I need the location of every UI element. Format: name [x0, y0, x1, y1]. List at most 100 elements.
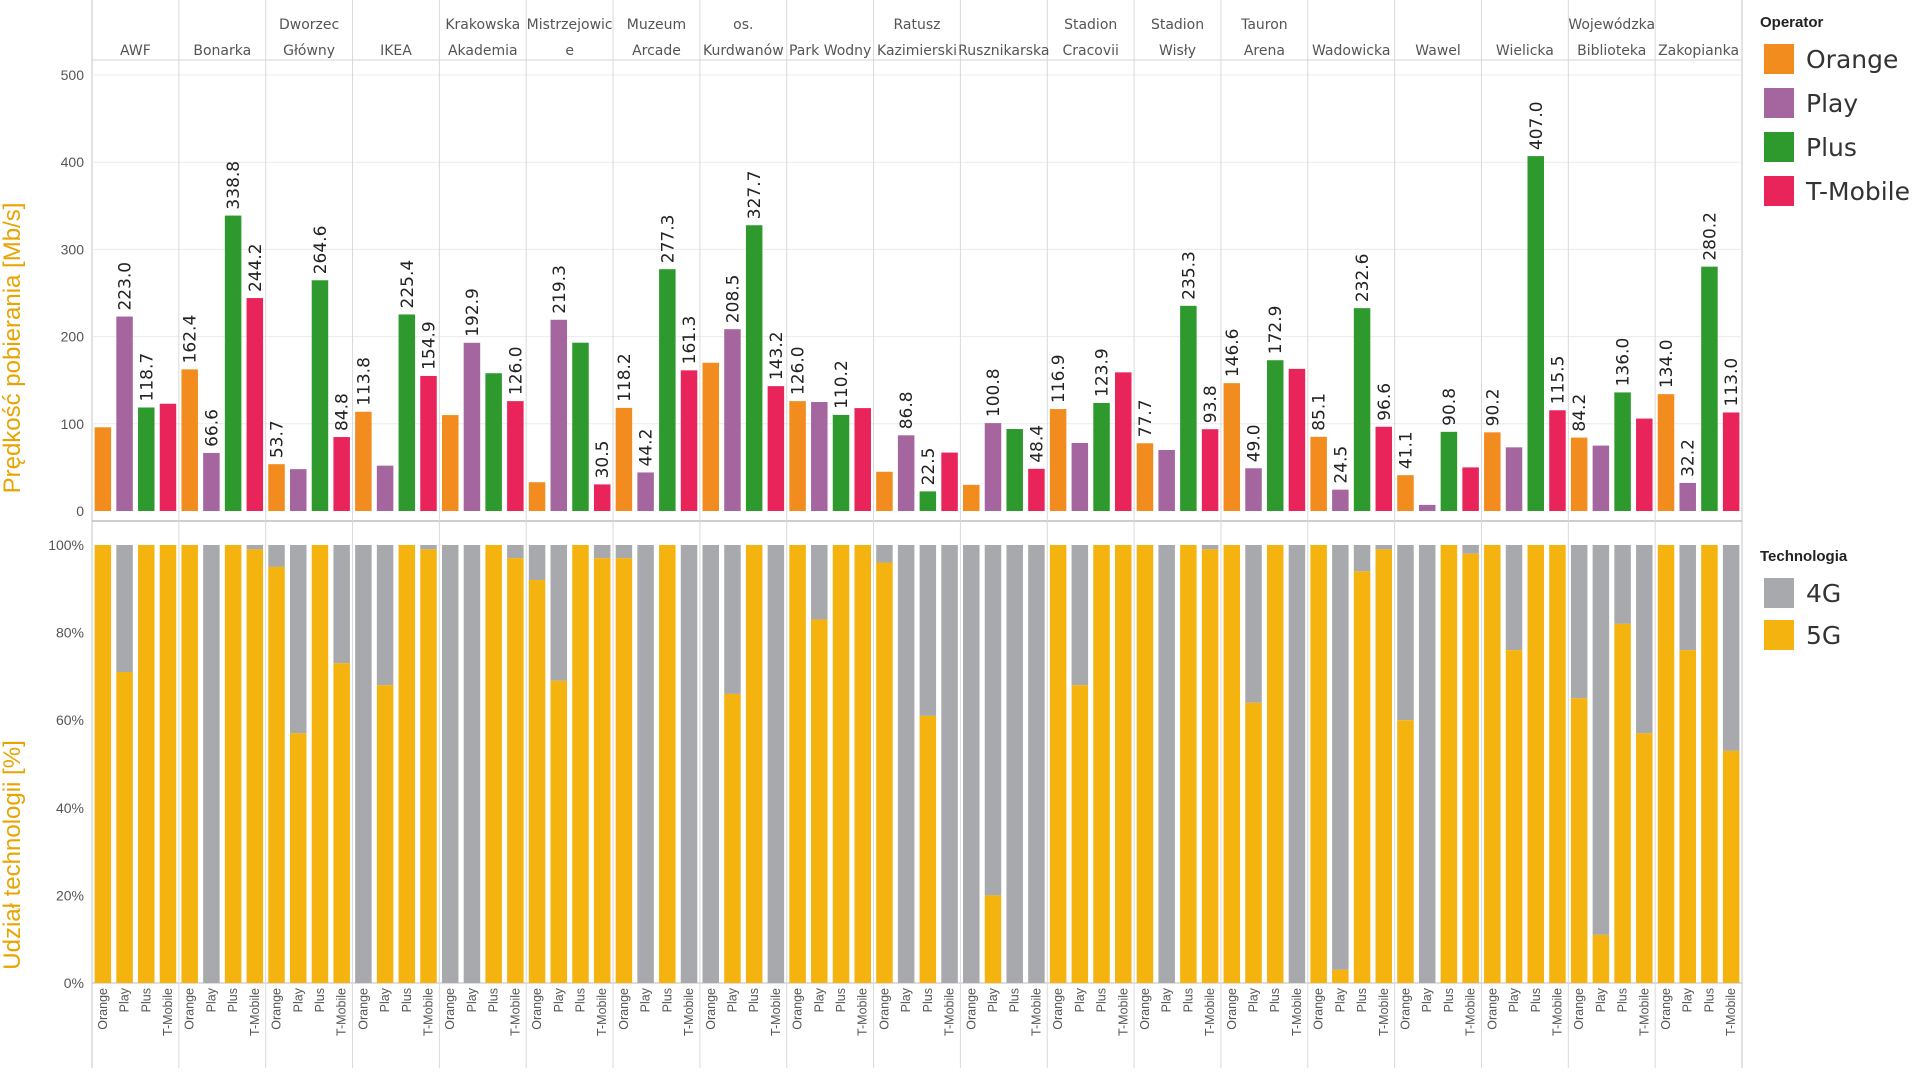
- share-bar-5g-orange-wawel: [1397, 720, 1414, 983]
- location-header-stadion-wisly: Wisły: [1159, 43, 1196, 59]
- speed-bar-plus-tauron-arena: [1266, 360, 1284, 511]
- operator-tick-label: Plus: [487, 988, 501, 1012]
- operator-tick-label: Play: [812, 987, 826, 1012]
- operator-tick-label: Orange: [1312, 988, 1326, 1030]
- speed-bar-t-mobile-os-kurdwanow: [767, 386, 785, 511]
- speed-bar-orange-krakowska-akademia: [441, 415, 459, 511]
- speed-value-label: 118.7: [137, 353, 157, 402]
- speed-bar-plus-park-wodny: [832, 414, 850, 511]
- share-bar-4g-plus-rusznikarska: [1006, 545, 1023, 983]
- operator-tick-label: Plus: [1008, 988, 1022, 1012]
- share-bar-4g-t-mobile-wojewodzka-biblioteka: [1636, 545, 1653, 734]
- speed-bar-plus-wojewodzka-biblioteka: [1614, 392, 1631, 511]
- speed-value-label: 225.4: [398, 260, 418, 309]
- operator-tick-label: Play: [986, 987, 1000, 1012]
- speed-bar-orange-rusznikarska: [963, 484, 980, 511]
- speed-bar-play-krakowska-akademia: [463, 342, 481, 511]
- share-bar-4g-play-park-wodny: [811, 545, 828, 620]
- speed-bar-t-mobile-krakowska-akademia: [507, 401, 524, 511]
- location-header-stadion-wisly: Stadion: [1151, 17, 1204, 33]
- speed-bar-orange-os-kurdwanow: [702, 362, 719, 511]
- location-header-krakowska-akademia: Akademia: [448, 43, 518, 59]
- share-bar-5g-play-dworzec-glowny: [290, 733, 307, 983]
- technology-legend-swatch-5g: [1764, 620, 1794, 650]
- speed-bar-t-mobile-park-wodny: [854, 408, 871, 511]
- speed-bar-orange-tauron-arena: [1223, 383, 1241, 511]
- operator-tick-label: T-Mobile: [1377, 988, 1391, 1036]
- operator-tick-label: T-Mobile: [248, 988, 262, 1036]
- speed-bar-plus-stadion-wisly: [1180, 305, 1197, 511]
- operator-tick-label: Play: [1594, 987, 1608, 1012]
- operator-legend-swatch-t-mobile: [1764, 176, 1794, 206]
- operator-tick-label: T-Mobile: [943, 988, 957, 1036]
- operator-legend-label-orange: Orange: [1806, 45, 1898, 74]
- share-bar-4g-t-mobile-tauron-arena: [1288, 545, 1306, 983]
- speed-bar-t-mobile-wawel: [1462, 467, 1479, 511]
- speed-bar-t-mobile-wadowicka: [1375, 426, 1393, 511]
- operator-tick-label: T-Mobile: [1637, 988, 1651, 1036]
- share-tick-label: 20%: [56, 887, 84, 903]
- share-bar-4g-orange-wawel: [1397, 545, 1414, 721]
- share-bar-5g-play-wojewodzka-biblioteka: [1592, 934, 1610, 983]
- speed-value-label: 136.0: [1614, 338, 1634, 387]
- speed-bar-plus-os-kurdwanow: [745, 225, 763, 511]
- operator-tick-label: Orange: [1659, 988, 1673, 1030]
- share-bar-5g-plus-wojewodzka-biblioteka: [1614, 623, 1631, 983]
- speed-value-label: 162.4: [181, 315, 201, 364]
- share-bar-5g-plus-stadion-wisly: [1180, 545, 1197, 983]
- share-bar-4g-t-mobile-ikea: [420, 545, 437, 550]
- share-bar-4g-plus-wojewodzka-biblioteka: [1614, 545, 1631, 624]
- operator-tick-label: Plus: [226, 988, 240, 1012]
- speed-value-label: 123.9: [1093, 348, 1113, 397]
- location-header-wawel: Wawel: [1415, 43, 1460, 59]
- location-header-wojewodzka-biblioteka: Wojewódzka: [1568, 17, 1655, 33]
- operator-tick-label: Orange: [877, 988, 891, 1030]
- operator-tick-label: Orange: [1398, 988, 1412, 1030]
- operator-legend-title: Operator: [1760, 14, 1824, 31]
- speed-bar-play-stadion-cracovii: [1071, 442, 1089, 511]
- operator-legend-label-plus: Plus: [1806, 133, 1857, 162]
- operator-tick-label: Play: [899, 987, 913, 1012]
- speed-bar-t-mobile-rusznikarska: [1028, 468, 1045, 511]
- share-bar-5g-t-mobile-wielicka: [1549, 545, 1566, 983]
- speed-bar-t-mobile-stadion-cracovii: [1115, 372, 1132, 511]
- share-bar-4g-play-awf: [116, 545, 133, 673]
- speed-value-label: 235.3: [1179, 251, 1199, 300]
- speed-bar-plus-ratusz-kazimierski: [919, 491, 937, 511]
- speed-bar-play-os-kurdwanow: [724, 329, 741, 511]
- share-bar-4g-t-mobile-mistrzejowice: [593, 545, 611, 559]
- share-bar-4g-t-mobile-rusznikarska: [1028, 545, 1045, 983]
- share-bar-5g-orange-park-wodny: [789, 545, 806, 983]
- speed-value-label: 338.8: [224, 161, 244, 210]
- share-bar-5g-orange-bonarka: [181, 545, 198, 983]
- location-header-ratusz-kazimierski: Kazimierski: [877, 43, 957, 59]
- speed-value-label: 93.8: [1201, 385, 1221, 423]
- speed-bar-play-wojewodzka-biblioteka: [1592, 445, 1610, 511]
- share-bar-5g-t-mobile-stadion-wisly: [1201, 549, 1219, 983]
- share-bar-4g-plus-ratusz-kazimierski: [919, 545, 937, 716]
- share-bar-4g-t-mobile-zakopianka: [1722, 545, 1740, 751]
- location-header-ratusz-kazimierski: Ratusz: [893, 17, 940, 33]
- operator-tick-label: Plus: [1355, 988, 1369, 1012]
- operator-tick-label: T-Mobile: [682, 988, 696, 1036]
- location-header-wadowicka: Wadowicka: [1312, 43, 1390, 59]
- speed-bar-t-mobile-dworzec-glowny: [333, 437, 350, 511]
- speed-value-label: 232.6: [1353, 254, 1373, 303]
- speed-bar-play-ratusz-kazimierski: [897, 435, 915, 511]
- speed-bar-t-mobile-wojewodzka-biblioteka: [1636, 418, 1653, 511]
- speed-value-label: 90.2: [1483, 388, 1503, 426]
- operator-tick-label: Plus: [313, 988, 327, 1012]
- speed-bar-plus-dworzec-glowny: [311, 280, 329, 511]
- operator-tick-label: Orange: [1051, 988, 1065, 1030]
- share-bar-4g-play-muzeum-arcade: [637, 545, 654, 983]
- speed-value-label: 143.2: [767, 331, 787, 380]
- share-bar-5g-plus-dworzec-glowny: [311, 545, 329, 983]
- speed-value-label: 66.6: [202, 409, 222, 447]
- speed-value-label: 223.0: [116, 262, 136, 311]
- operator-tick-label: Plus: [1442, 988, 1456, 1012]
- speed-value-label: 85.1: [1310, 393, 1330, 431]
- operator-tick-label: T-Mobile: [1724, 988, 1738, 1036]
- share-bar-4g-t-mobile-wadowicka: [1375, 545, 1393, 550]
